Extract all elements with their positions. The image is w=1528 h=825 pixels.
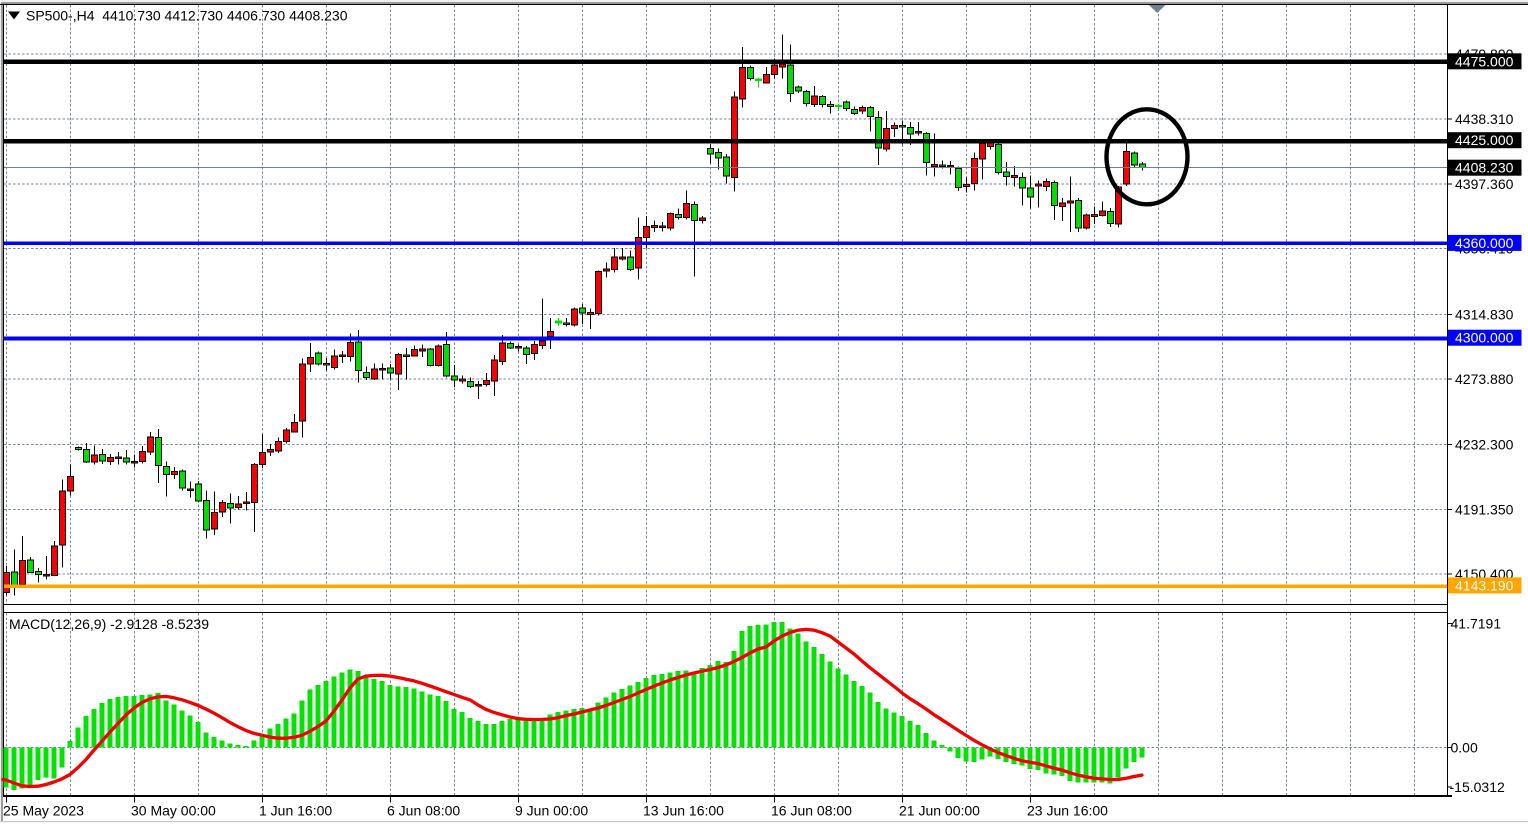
svg-text:SP500-,H4 4410.730 4412.730 4: SP500-,H4 4410.730 4412.730 4406.730 440… [26,8,348,24]
svg-text:0.00: 0.00 [1451,740,1478,756]
svg-text:4232.300: 4232.300 [1455,437,1514,453]
svg-text:4143.190: 4143.190 [1455,577,1514,593]
svg-text:23 Jun 16:00: 23 Jun 16:00 [1027,803,1108,819]
svg-text:16 Jun 08:00: 16 Jun 08:00 [771,803,852,819]
svg-text:4397.360: 4397.360 [1455,176,1514,192]
svg-text:30 May 00:00: 30 May 00:00 [131,803,216,819]
svg-text:6 Jun 08:00: 6 Jun 08:00 [387,803,460,819]
svg-text:4408.230: 4408.230 [1455,160,1514,176]
svg-text:4475.000: 4475.000 [1455,53,1514,69]
svg-text:4438.310: 4438.310 [1455,111,1514,127]
svg-text:9 Jun 00:00: 9 Jun 00:00 [515,803,588,819]
svg-text:4273.880: 4273.880 [1455,371,1514,387]
svg-text:1 Jun 16:00: 1 Jun 16:00 [259,803,332,819]
svg-text:13 Jun 16:00: 13 Jun 16:00 [643,803,724,819]
svg-text:21 Jun 00:00: 21 Jun 00:00 [899,803,980,819]
svg-text:-15.0312: -15.0312 [1450,779,1505,795]
svg-text:4425.000: 4425.000 [1455,132,1514,148]
svg-text:4314.830: 4314.830 [1455,307,1514,323]
svg-text:4300.000: 4300.000 [1455,330,1514,346]
svg-text:4191.350: 4191.350 [1455,501,1514,517]
svg-text:MACD(12,26,9) -2.9128 -8.5239: MACD(12,26,9) -2.9128 -8.5239 [9,616,209,632]
svg-text:41.7191: 41.7191 [1451,616,1502,632]
svg-text:25 May 2023: 25 May 2023 [3,803,84,819]
svg-text:4360.000: 4360.000 [1455,235,1514,251]
